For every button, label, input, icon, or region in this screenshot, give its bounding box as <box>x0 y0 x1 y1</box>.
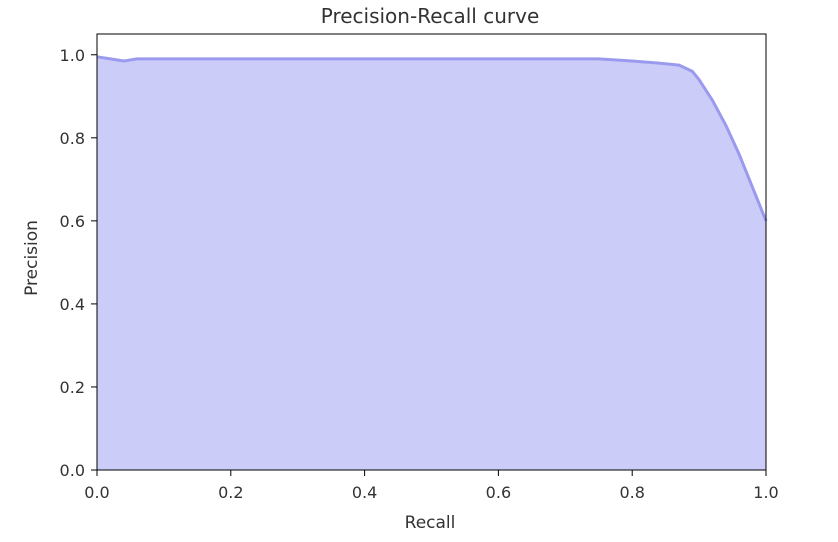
x-tick-label: 0.4 <box>352 483 377 502</box>
x-axis-label: Recall <box>405 513 456 533</box>
y-axis-ticks: 0.0 0.2 0.4 0.6 0.8 1.0 <box>60 46 97 480</box>
plot-area <box>96 33 768 471</box>
curve-area-fill <box>97 56 766 471</box>
x-tick-label: 0.8 <box>619 483 644 502</box>
y-axis-label: Precision <box>22 220 42 296</box>
y-tick-label: 0.8 <box>60 129 85 148</box>
y-tick-label: 0.0 <box>60 461 85 480</box>
y-tick-label: 1.0 <box>60 46 85 65</box>
y-tick-label: 0.2 <box>60 378 85 397</box>
chart-title: Precision-Recall curve <box>321 4 540 28</box>
x-tick-label: 0.0 <box>84 483 109 502</box>
axes-frame <box>96 33 767 471</box>
x-axis-ticks: 0.0 0.2 0.4 0.6 0.8 1.0 <box>84 470 779 502</box>
x-tick-label: 0.2 <box>218 483 243 502</box>
y-tick-label: 0.4 <box>60 295 85 314</box>
x-tick-label: 0.6 <box>486 483 511 502</box>
y-tick-label: 0.6 <box>60 212 85 231</box>
x-tick-label: 1.0 <box>753 483 778 502</box>
curve-line <box>96 55 768 222</box>
